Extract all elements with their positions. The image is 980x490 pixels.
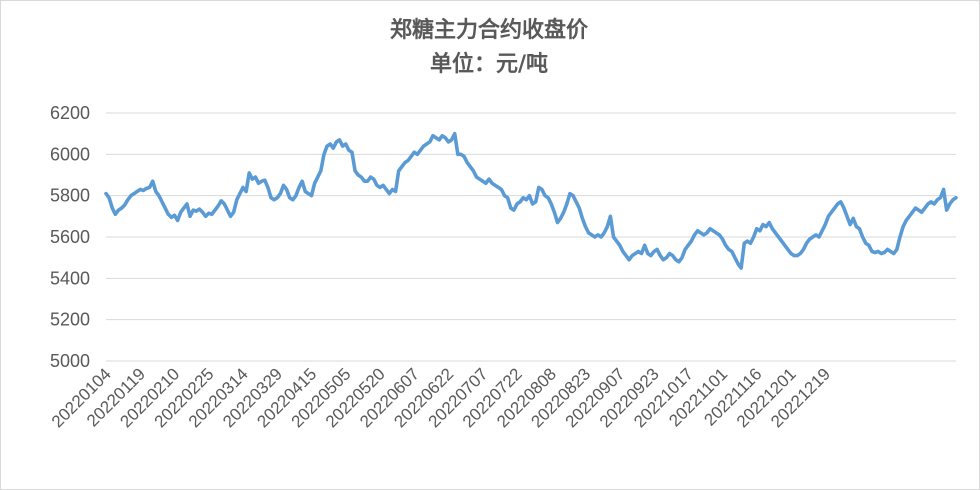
y-tick-label: 5600 xyxy=(50,227,90,247)
y-tick-label: 6200 xyxy=(50,103,90,123)
y-axis-tick-labels: 5000 5200 5400 5600 5800 6000 6200 xyxy=(50,103,90,371)
x-axis-tick-labels: 2022010420220119202202102022022520220314… xyxy=(48,364,834,431)
gridlines xyxy=(106,112,956,362)
chart-title: 郑糖主力合约收盘价 单位：元/吨 xyxy=(0,14,978,82)
chart-title-line-2: 单位：元/吨 xyxy=(429,52,549,77)
series-layer xyxy=(104,131,958,270)
chart-title-line-1: 郑糖主力合约收盘价 xyxy=(389,18,588,43)
y-tick-label: 5000 xyxy=(50,351,90,371)
y-tick-label: 5800 xyxy=(50,186,90,206)
y-tick-label: 5200 xyxy=(50,310,90,330)
y-tick-label: 5400 xyxy=(50,268,90,288)
series-line xyxy=(104,131,958,270)
y-tick-label: 6000 xyxy=(50,144,90,164)
